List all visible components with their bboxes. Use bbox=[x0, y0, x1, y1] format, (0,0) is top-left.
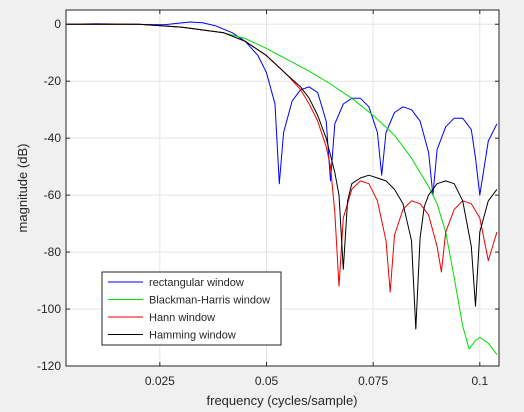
y-tick-label: -100 bbox=[37, 302, 61, 316]
y-tick-label: -60 bbox=[44, 188, 62, 202]
y-tick-label: -120 bbox=[37, 359, 61, 373]
x-axis-label: frequency (cycles/sample) bbox=[207, 393, 358, 408]
x-tick-label: 0.075 bbox=[358, 374, 388, 388]
legend: rectangular window Blackman-Harris window… bbox=[101, 271, 282, 346]
series-line-4 bbox=[66, 23, 498, 330]
x-tick-label: 0.1 bbox=[471, 374, 488, 388]
y-tick-label: -80 bbox=[44, 245, 62, 259]
legend-label: rectangular window bbox=[149, 277, 244, 289]
legend-label: Hamming window bbox=[149, 330, 236, 342]
series-line-1 bbox=[66, 21, 498, 196]
series-line-2 bbox=[66, 23, 498, 355]
series-layer bbox=[66, 21, 498, 355]
x-tick-label: 0.025 bbox=[145, 374, 175, 388]
y-tick-label: -20 bbox=[44, 74, 62, 88]
axis-ticks: 0.025 0.05 0.075 0.1 0 -20 -40 -60 -80 -100 -120 bbox=[37, 10, 499, 388]
y-tick-label: -40 bbox=[44, 131, 62, 145]
x-tick-label: 0.05 bbox=[255, 374, 279, 388]
legend-box bbox=[101, 271, 282, 346]
plot-frame bbox=[65, 9, 500, 367]
y-tick-label: 0 bbox=[54, 17, 61, 31]
y-axis-label: magnitude (dB) bbox=[15, 144, 30, 233]
legend-label: Blackman-Harris window bbox=[149, 295, 270, 307]
legend-label: Hann window bbox=[149, 312, 215, 324]
